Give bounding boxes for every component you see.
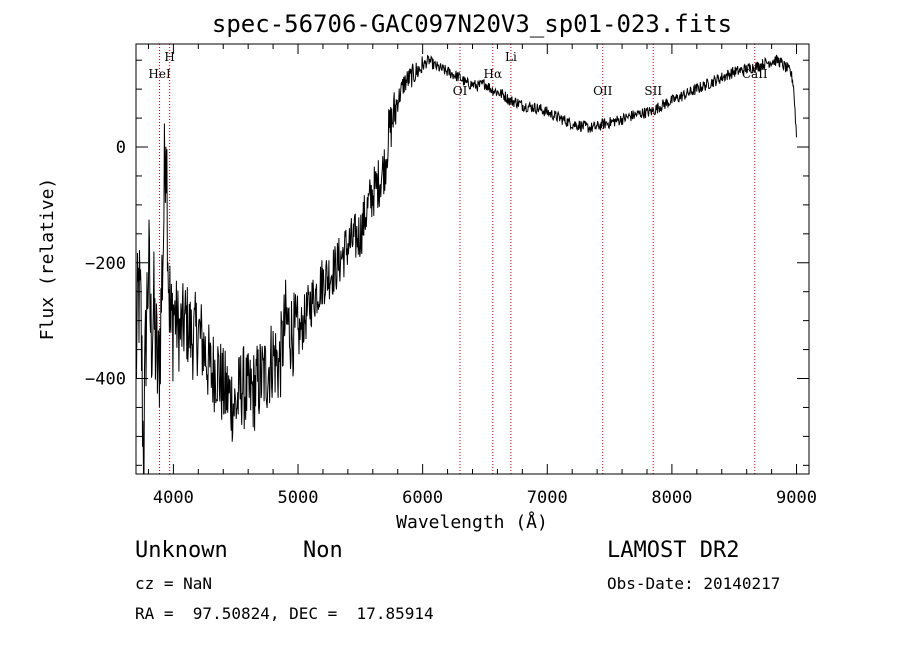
x-tick-label: 4000: [153, 488, 194, 508]
line-marker-label: Li: [505, 50, 517, 64]
object-subclass: Non: [303, 538, 343, 563]
line-marker-label: OI: [453, 84, 468, 98]
y-tick-label: −400: [85, 370, 126, 390]
y-tick-label: 0: [116, 138, 126, 158]
x-tick-label: 5000: [278, 488, 319, 508]
object-class: Unknown: [135, 538, 228, 563]
x-tick-label: 9000: [776, 488, 817, 508]
coordinates-readout: RA = 97.50824, DEC = 17.85914: [135, 604, 434, 623]
line-marker-label: HeI: [148, 67, 171, 81]
y-tick-label: −200: [85, 254, 126, 274]
line-marker-label: OII: [593, 84, 613, 98]
line-marker-label: Hα: [484, 67, 503, 81]
line-marker-label: CaII: [742, 67, 768, 81]
spectrum-chart: spec-56706-GAC097N20V3_sp01-023.fits HeI…: [37, 10, 817, 533]
spectrum-series: [135, 54, 797, 475]
observation-date: Obs-Date: 20140217: [607, 574, 781, 593]
x-tick-label: 8000: [651, 488, 692, 508]
x-tick-label: 6000: [402, 488, 443, 508]
y-axis-label: Flux (relative): [37, 178, 58, 341]
redshift-readout: cz = NaN: [135, 574, 213, 593]
survey-name: LAMOST DR2: [607, 538, 740, 563]
x-tick-label: 7000: [527, 488, 568, 508]
axis-ticks: 4000 5000 6000 7000 8000 9000 0 −200 −400: [85, 44, 817, 508]
chart-title: spec-56706-GAC097N20V3_sp01-023.fits: [212, 10, 732, 38]
spectrum-line: [135, 54, 797, 475]
line-marker-label: SII: [644, 84, 662, 98]
line-marker-label: H: [164, 50, 174, 64]
x-axis-label: Wavelength (Å): [396, 511, 548, 533]
